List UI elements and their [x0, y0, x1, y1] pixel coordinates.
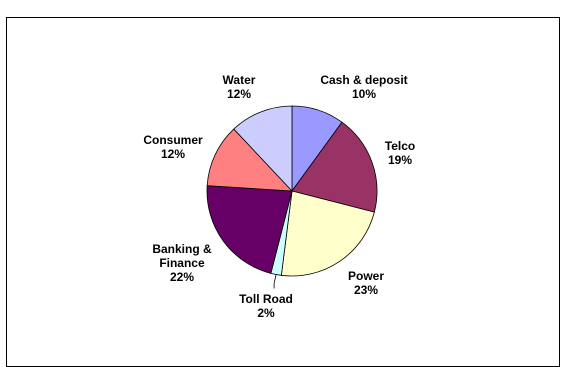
- pie-slice-consumer: [206, 128, 293, 192]
- data-label-power: Power 23%: [348, 269, 384, 297]
- leader-line-toll-road: [273, 274, 277, 289]
- pie-slice-telco: [291, 121, 378, 213]
- data-label-water: Water 12%: [223, 73, 256, 101]
- data-label-banking-finance: Banking & Finance 22%: [152, 242, 212, 284]
- pie-slice-water: [233, 105, 293, 193]
- data-label-telco: Telco 19%: [385, 139, 415, 167]
- pie-slice-banking-finance: [206, 185, 293, 274]
- pie-slice-power: [280, 190, 375, 277]
- leader-lines: [273, 274, 277, 289]
- pie-slices: [206, 105, 378, 277]
- data-label-cash-deposit: Cash & deposit 10%: [320, 73, 407, 101]
- data-label-consumer: Consumer 12%: [143, 133, 203, 161]
- data-labels: Cash & deposit 10% Telco 19% Power 23% Toll Ro…: [143, 73, 415, 320]
- data-label-toll-road: Toll Road 2%: [239, 292, 293, 320]
